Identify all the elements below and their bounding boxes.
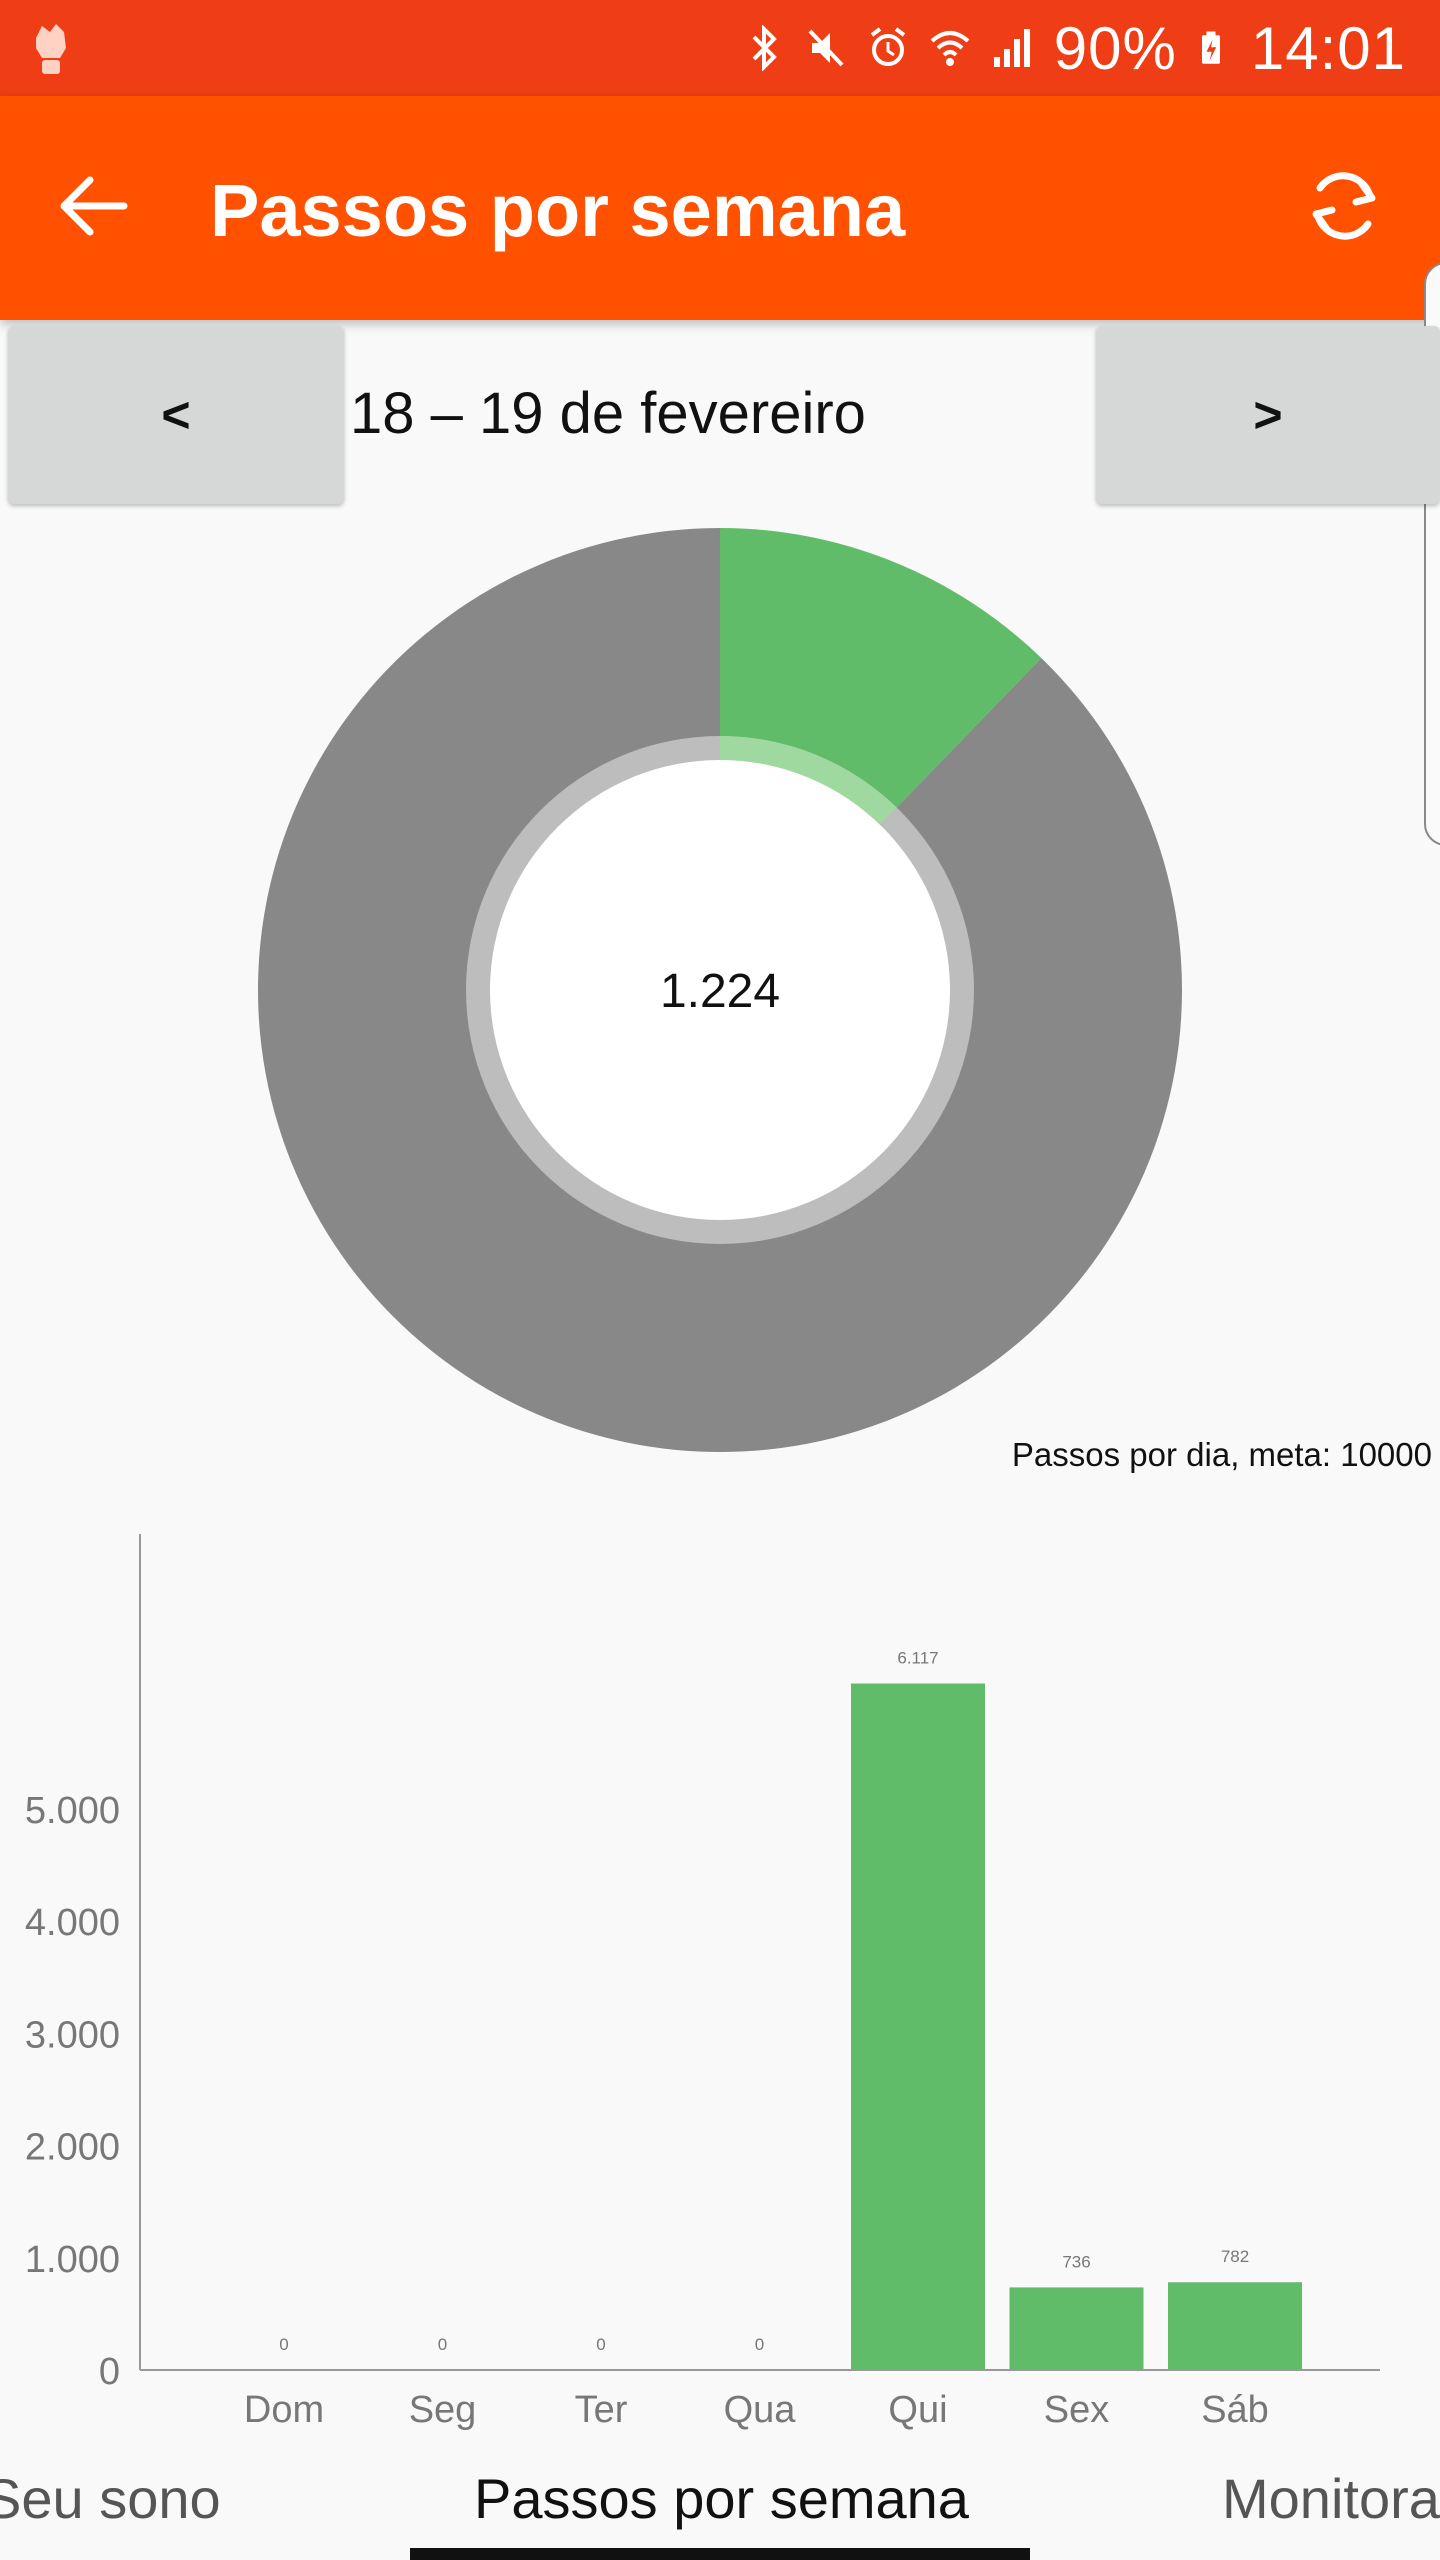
bar-Sáb	[1168, 2282, 1302, 2370]
x-tick-label: Sáb	[1201, 2389, 1269, 2431]
tab-weekly-steps[interactable]: Passos por semana	[474, 2467, 969, 2530]
bar-value-label: 0	[279, 2335, 288, 2354]
x-tick-label: Ter	[575, 2389, 628, 2431]
y-tick-label: 3.000	[25, 2014, 120, 2056]
y-tick-label: 5.000	[25, 1790, 120, 1832]
next-button[interactable]: >	[1096, 326, 1440, 504]
weekly-steps-bar-chart: 0 1.000 2.000 3.000 4.000 5.000 0 0 0 0 6.117 736 7…	[0, 1520, 1440, 2440]
bar-value-label: 736	[1062, 2252, 1090, 2271]
arrow-left-icon[interactable]	[52, 162, 140, 250]
wifi-icon	[930, 31, 970, 66]
x-tick-label: Sex	[1044, 2389, 1109, 2431]
y-tick-label: 1.000	[25, 2239, 120, 2281]
donut-center-value: 1.224	[660, 965, 780, 1018]
bottom-tabs: Seu sono Passos por semana Monitora	[0, 2440, 1440, 2560]
bar-svg: 0 1.000 2.000 3.000 4.000 5.000 0 0 0 0 6.117 736 7…	[25, 1534, 1380, 2431]
previous-button[interactable]: <	[8, 326, 344, 504]
signal-icon	[993, 29, 1030, 67]
app-bar: Passos por semana	[0, 96, 1440, 320]
x-tick-label: Seg	[409, 2389, 477, 2431]
status-bar: 90% 14:01	[0, 0, 1440, 96]
bar-Sex	[1009, 2287, 1144, 2370]
daily-goal-donut-chart: 1.224	[0, 500, 1440, 1480]
status-icons: 90% 14:01	[744, 0, 1406, 96]
tab-indicator	[410, 2548, 1030, 2560]
donut-caption: Passos por dia, meta: 10000	[1011, 1436, 1432, 1473]
x-tick-label: Dom	[244, 2389, 324, 2431]
alarm-icon	[870, 27, 905, 66]
y-tick-label: 2.000	[25, 2127, 120, 2169]
y-tick-labels: 0 1.000 2.000 3.000 4.000 5.000	[25, 1790, 120, 2393]
x-tick-labels: Dom Seg Ter Qua Qui Sex Sáb	[244, 2389, 1269, 2431]
donut-svg: 1.224	[258, 528, 1182, 1452]
date-range-label: 18 – 19 de fevereiro	[350, 381, 866, 446]
refresh-icon[interactable]	[1300, 162, 1388, 250]
bar-value-label: 782	[1221, 2247, 1249, 2266]
y-tick-label: 0	[99, 2351, 120, 2393]
mute-icon	[808, 29, 844, 67]
bar-value-label: 0	[438, 2335, 447, 2354]
bluetooth-icon	[752, 25, 777, 71]
x-tick-label: Qui	[888, 2389, 947, 2431]
clock: 14:01	[1250, 14, 1406, 82]
donut-center	[490, 760, 950, 1220]
bar-Qui	[851, 1683, 985, 2370]
bar-value-label: 0	[596, 2335, 605, 2354]
app-fist-icon	[36, 24, 66, 74]
battery-percent: 90%	[1053, 14, 1177, 82]
bar-value-label: 6.117	[897, 1648, 938, 1667]
battery-charging-icon	[1201, 31, 1220, 64]
x-tick-label: Qua	[724, 2389, 797, 2431]
bar-value-label: 0	[755, 2335, 764, 2354]
bar-value-labels: 0 0 0 0 6.117 736 782	[279, 1648, 1249, 2354]
tab-sleep[interactable]: Seu sono	[0, 2467, 221, 2530]
bars	[851, 1683, 1302, 2370]
page-title: Passos por semana	[210, 169, 906, 252]
tab-monitor[interactable]: Monitora	[1222, 2467, 1440, 2530]
y-tick-label: 4.000	[25, 1902, 120, 1944]
